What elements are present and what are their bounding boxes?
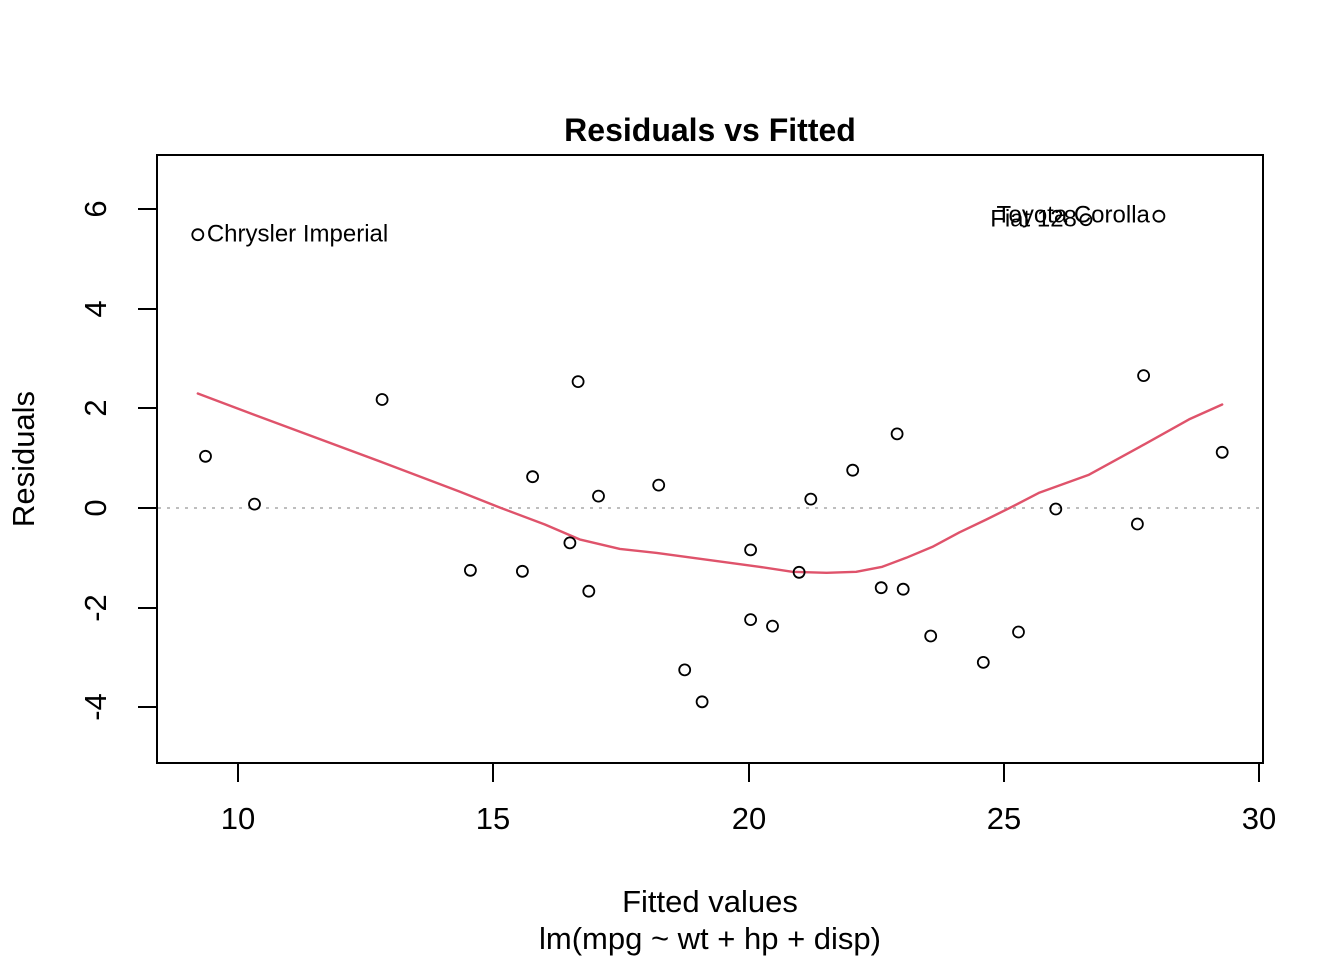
data-point bbox=[924, 629, 938, 643]
data-point bbox=[896, 582, 910, 596]
y-tick-label: 2 bbox=[78, 399, 113, 417]
smoother-line bbox=[196, 392, 1224, 574]
data-point bbox=[1012, 625, 1025, 639]
plot-box bbox=[156, 154, 1264, 764]
data-point bbox=[1137, 369, 1150, 383]
data-point bbox=[976, 656, 990, 669]
point-label: Chrysler Imperial bbox=[206, 220, 389, 248]
data-point bbox=[652, 478, 666, 492]
data-point bbox=[1079, 213, 1093, 227]
x-axis-label: Fitted values bbox=[622, 884, 798, 919]
y-axis-label: Residuals bbox=[6, 390, 41, 528]
data-point bbox=[744, 613, 757, 626]
data-point bbox=[191, 228, 205, 242]
data-point bbox=[563, 536, 577, 550]
data-point bbox=[582, 584, 596, 598]
y-tick-label: 0 bbox=[78, 499, 113, 517]
point-label: Fiat 128 bbox=[990, 205, 1077, 233]
data-point bbox=[744, 543, 757, 557]
x-tick-label: 15 bbox=[475, 801, 511, 836]
chart-title: Residuals vs Fitted bbox=[564, 112, 856, 148]
data-point bbox=[199, 449, 212, 463]
data-point bbox=[592, 489, 605, 503]
y-tick-label: 4 bbox=[78, 300, 113, 318]
data-point bbox=[678, 663, 692, 677]
data-point bbox=[375, 393, 389, 406]
y-tick-label: 6 bbox=[78, 200, 113, 218]
data-point bbox=[571, 375, 585, 389]
data-point bbox=[890, 427, 904, 441]
point-label: Toyota Corolla bbox=[996, 201, 1150, 229]
data-point bbox=[463, 563, 477, 577]
data-point bbox=[526, 470, 539, 484]
data-point bbox=[846, 463, 860, 477]
data-point bbox=[792, 565, 806, 579]
data-point bbox=[1131, 517, 1144, 531]
y-tick-label: -4 bbox=[78, 693, 113, 721]
data-point bbox=[766, 619, 779, 633]
x-tick-label: 25 bbox=[986, 801, 1022, 836]
y-tick-label: -2 bbox=[78, 594, 113, 622]
data-point bbox=[1152, 209, 1166, 223]
x-tick-label: 10 bbox=[220, 801, 256, 836]
data-point bbox=[248, 497, 261, 511]
x-tick-label: 20 bbox=[731, 801, 767, 836]
data-point bbox=[874, 581, 888, 595]
data-point bbox=[695, 695, 709, 709]
data-point bbox=[1215, 445, 1229, 459]
data-point bbox=[1049, 502, 1063, 516]
data-point bbox=[516, 564, 529, 578]
data-point bbox=[804, 492, 818, 506]
x-axis-model-sublabel: lm(mpg ~ wt + hp + disp) bbox=[539, 921, 881, 956]
x-tick-label: 30 bbox=[1241, 801, 1277, 836]
